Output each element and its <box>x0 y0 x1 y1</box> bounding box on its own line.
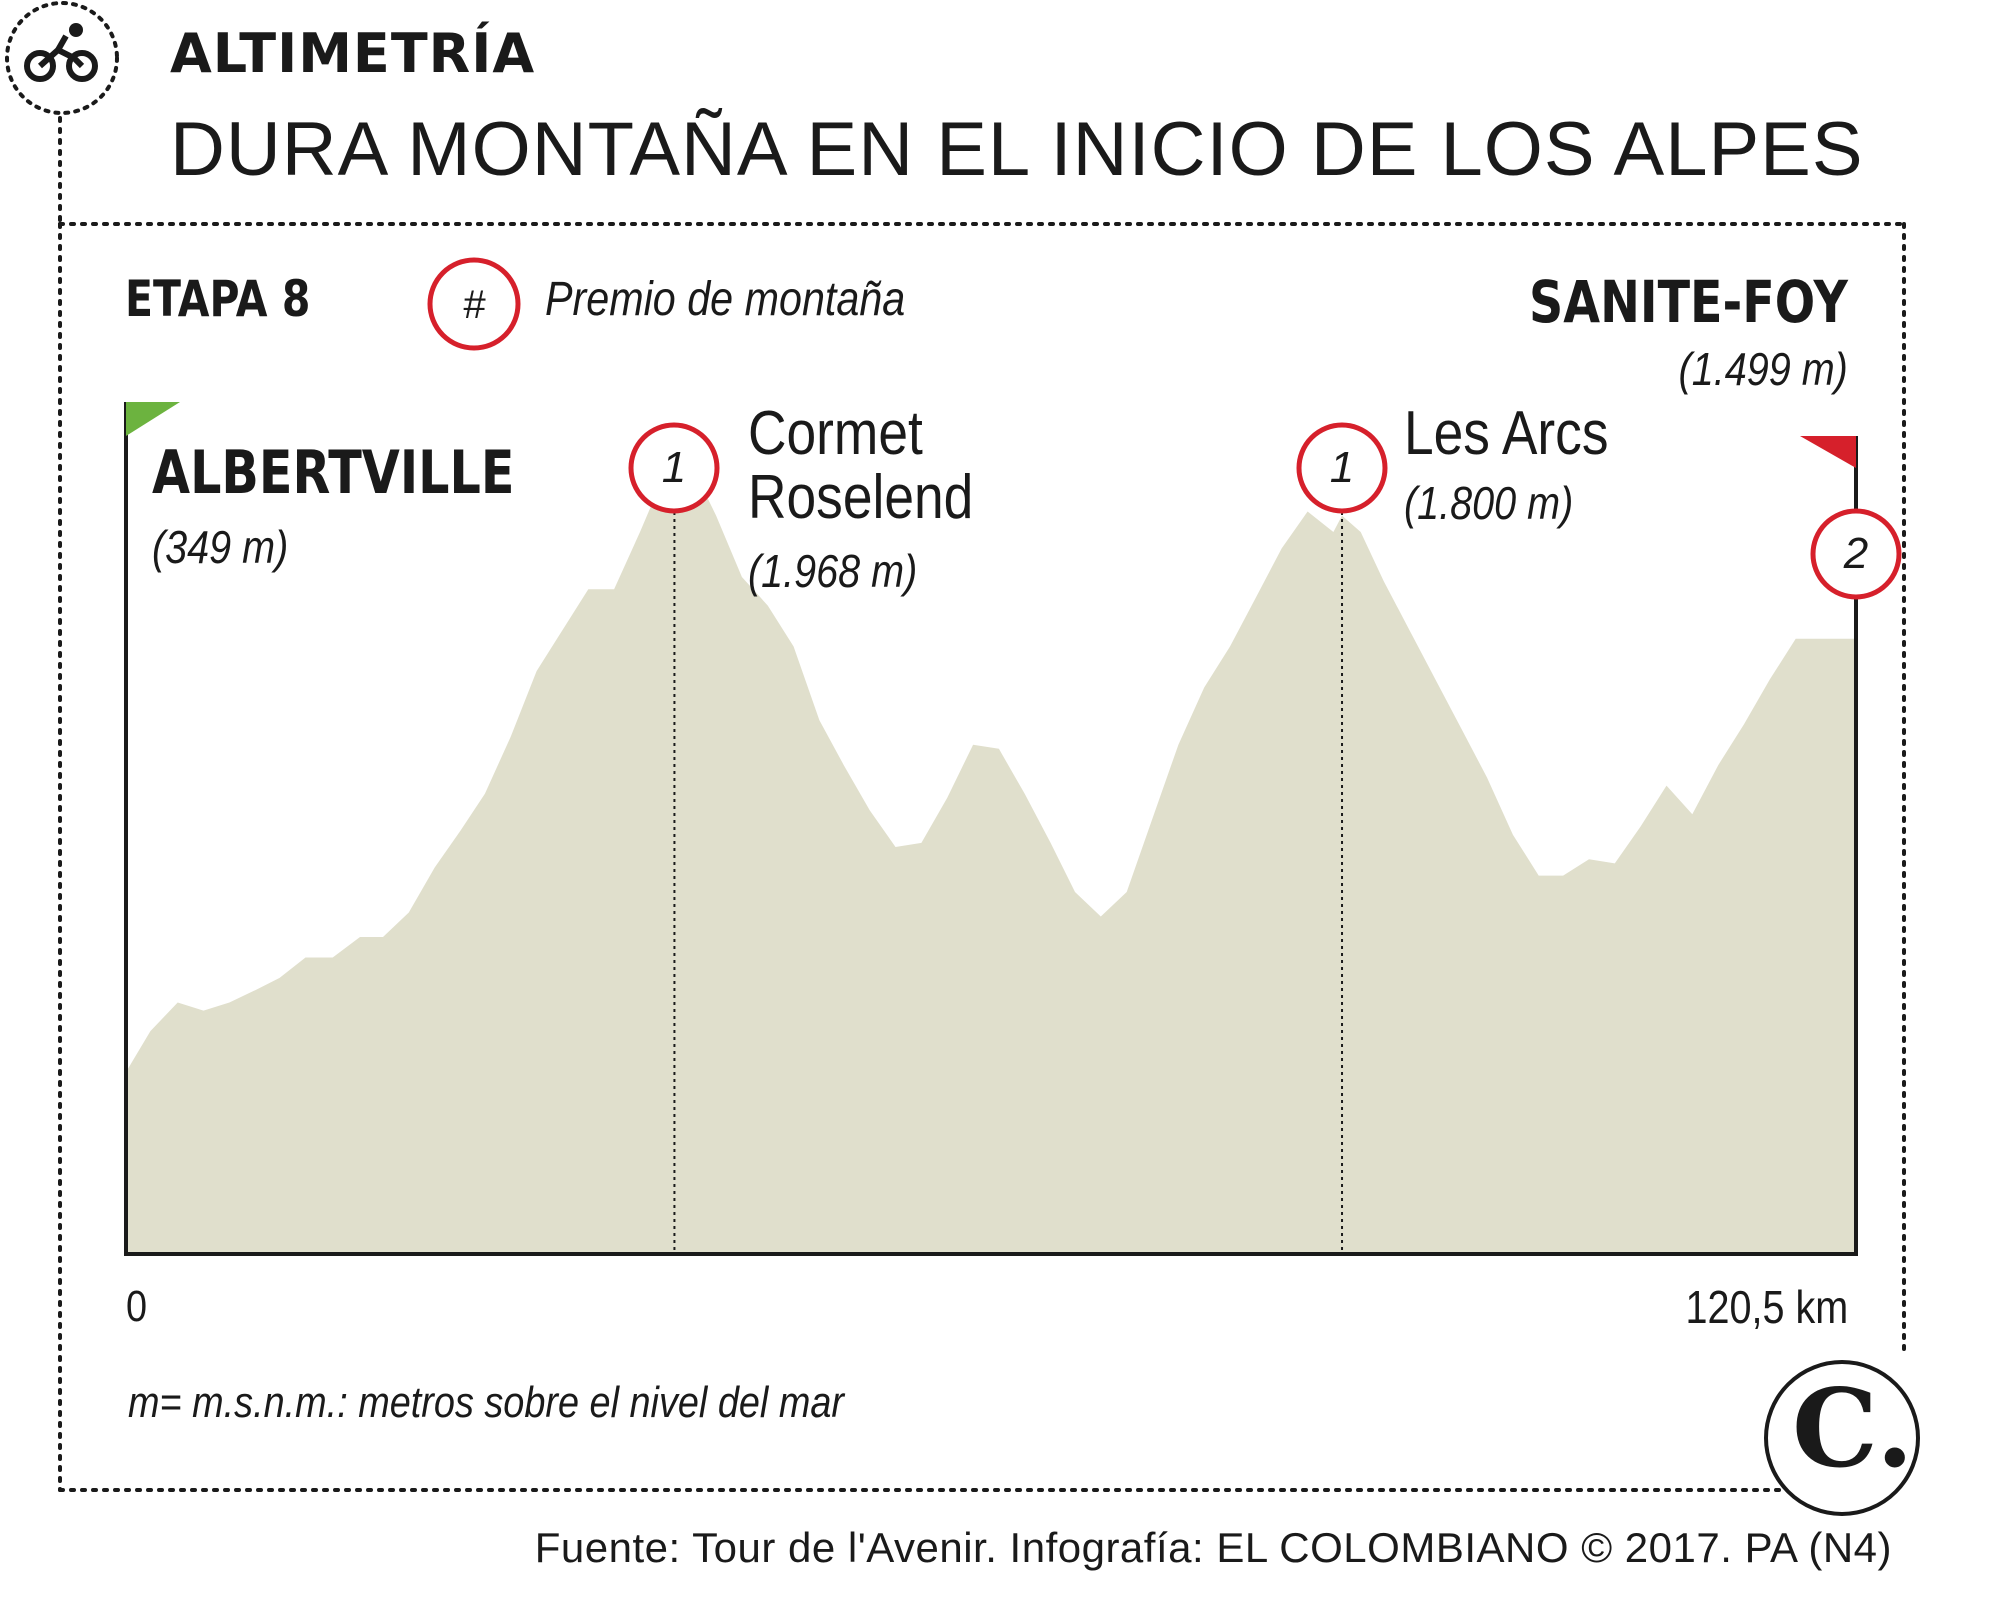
finish-category: 2 <box>1843 529 1868 578</box>
stage-label: ETAPA 8 <box>125 270 311 328</box>
legend-label: Premio de montaña <box>545 273 906 326</box>
x-axis-start-label: 0 <box>126 1282 148 1331</box>
climb-altitude: (1.968 m) <box>748 545 918 597</box>
profile-area <box>126 446 1856 1252</box>
logo-letter: C. <box>1792 1366 1914 1492</box>
legend-badge: # <box>427 257 521 351</box>
climb-altitude: (1.800 m) <box>1404 477 1574 529</box>
start-flag <box>126 402 180 436</box>
finish-badge: 2 <box>1810 508 1902 600</box>
units-note: m= m.s.n.m.: metros sobre el nivel del m… <box>128 1378 845 1427</box>
finish-altitude: (1.499 m) <box>1678 343 1848 395</box>
logo-badge <box>1764 1360 1920 1516</box>
finish-name: SANITE-FOY <box>1529 268 1848 336</box>
climb-badge: 1 <box>1296 422 1388 514</box>
climb-name-line2: Roselend <box>748 463 974 532</box>
climb-name: Cormet Roselend <box>748 402 973 530</box>
climb-category: 1 <box>1330 443 1354 492</box>
climb-badge: 1 <box>628 422 720 514</box>
climb-name-line1: Cormet <box>748 399 923 468</box>
start-altitude: (349 m) <box>152 521 289 573</box>
start-name: ALBERTVILLE <box>152 438 515 508</box>
cyclist-head <box>69 23 83 37</box>
cyclist-icon <box>24 34 98 82</box>
finish-flag <box>1800 436 1856 468</box>
kicker: ALTIMETRÍA <box>170 22 536 85</box>
cyclist-badge <box>5 1 119 115</box>
legend-symbol: # <box>463 283 486 327</box>
headline: DURA MONTAÑA EN EL INICIO DE LOS ALPES <box>170 107 1864 192</box>
climb-category: 1 <box>662 443 686 492</box>
climb-name: Les Arcs <box>1404 399 1609 468</box>
x-axis-end-label: 120,5 km <box>1685 1281 1848 1333</box>
source-credit: Fuente: Tour de l'Avenir. Infografía: EL… <box>534 1524 1892 1571</box>
